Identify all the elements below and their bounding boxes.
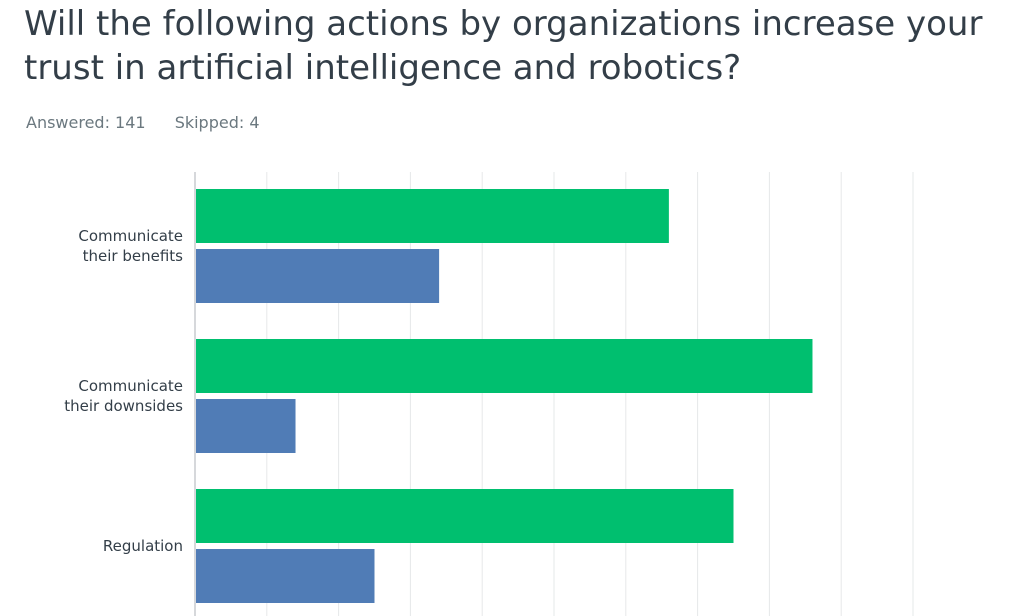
- bar-series-1-cat-3: [196, 489, 734, 543]
- bar-series-2-cat-1: [196, 249, 440, 303]
- question-title: Will the following actions by organizati…: [24, 4, 983, 88]
- category-label: Regulation: [103, 537, 183, 555]
- bar-series-2-cat-3: [196, 549, 375, 603]
- bar-series-1-cat-1: [196, 189, 669, 243]
- category-label: Communicate: [78, 227, 183, 245]
- bar-series-2-cat-2: [196, 399, 296, 453]
- bar-series-1-cat-2: [196, 339, 813, 393]
- category-label: Communicate: [78, 377, 183, 395]
- category-label: their downsides: [64, 397, 183, 415]
- answered-count: Answered: 141: [26, 113, 146, 132]
- category-label: their benefits: [83, 247, 184, 265]
- skipped-count: Skipped: 4: [174, 113, 260, 132]
- response-stats: Answered: 141 Skipped: 4: [26, 113, 260, 132]
